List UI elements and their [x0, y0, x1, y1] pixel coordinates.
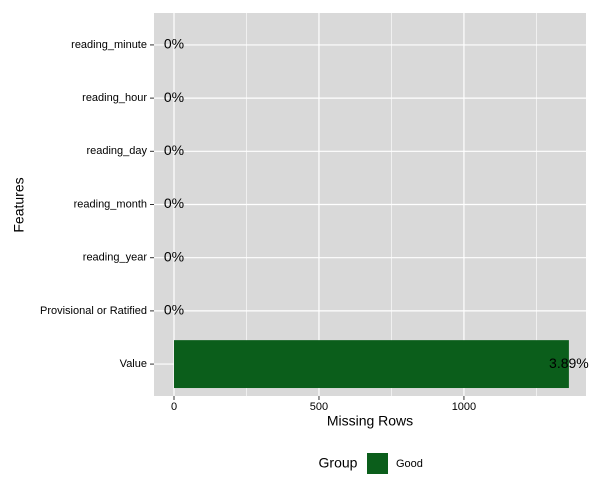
- legend-label: Good: [396, 458, 423, 470]
- value-label: 0%: [164, 36, 184, 52]
- y-tick-label: reading_minute: [71, 39, 147, 51]
- legend-title: Group: [319, 455, 358, 471]
- y-tick-label: reading_year: [83, 252, 148, 264]
- legend-key: [367, 453, 388, 474]
- x-tick-label: 500: [310, 401, 328, 413]
- value-label: 3.89%: [549, 355, 589, 371]
- y-tick-label: Value: [120, 358, 147, 370]
- value-label: 0%: [164, 195, 184, 211]
- value-label: 0%: [164, 142, 184, 158]
- value-label: 0%: [164, 89, 184, 105]
- y-tick-label: reading_month: [74, 198, 147, 210]
- y-tick-label: reading_day: [86, 145, 147, 157]
- x-tick-label: 0: [171, 401, 177, 413]
- value-label: 0%: [164, 302, 184, 318]
- y-tick-label: reading_hour: [82, 92, 147, 104]
- y-axis-title: Features: [11, 177, 27, 232]
- y-tick-label: Provisional or Ratified: [40, 305, 147, 317]
- x-axis-title: Missing Rows: [327, 413, 413, 429]
- x-tick-label: 1000: [452, 401, 476, 413]
- value-label: 0%: [164, 248, 184, 264]
- bar: [174, 340, 569, 389]
